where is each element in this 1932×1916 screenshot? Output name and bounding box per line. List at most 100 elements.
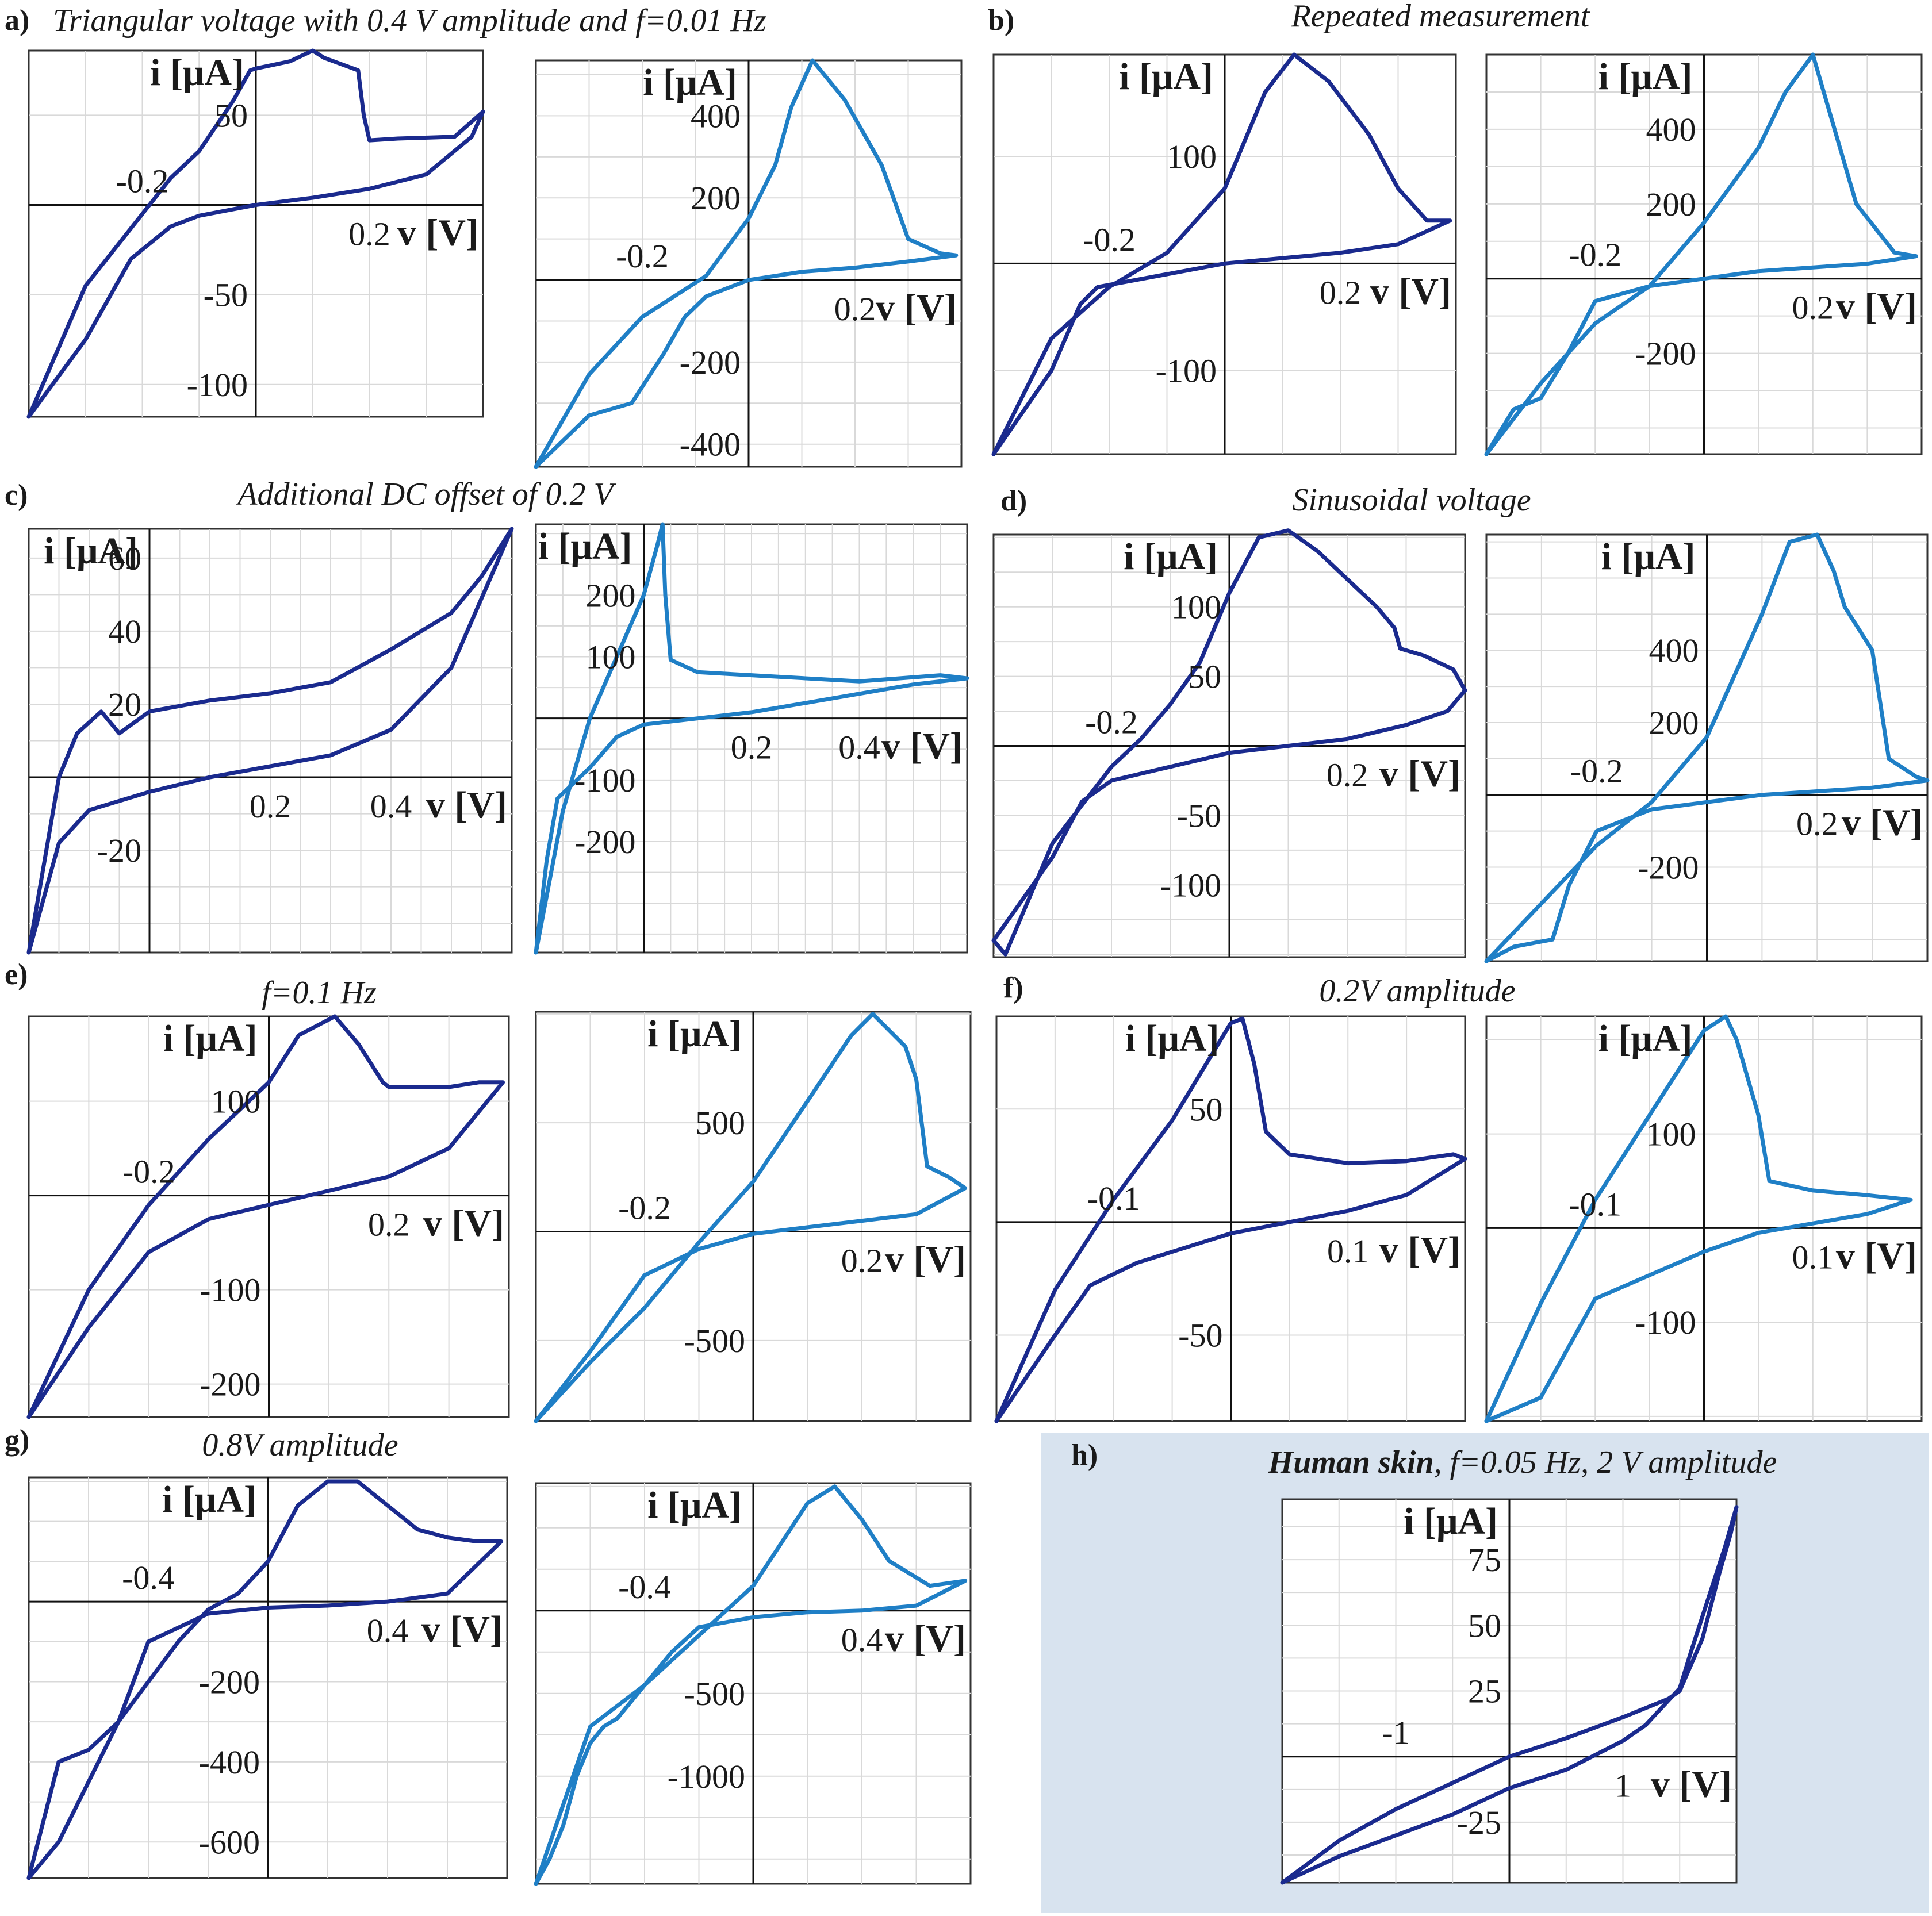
y-tick-label: 50 bbox=[1188, 658, 1221, 696]
panel-label-a: a) bbox=[5, 4, 29, 37]
iv-curve-trace bbox=[1280, 1505, 1739, 1885]
y-tick-label: 50 bbox=[214, 97, 248, 134]
iv-curve-trace bbox=[991, 528, 1467, 957]
y-tick-label: -100 bbox=[1635, 1304, 1696, 1341]
plot-f2: -0.1 0.1 100 -100 i [μA] v [V] bbox=[1484, 1014, 1923, 1423]
y-axis-label: i [μA] bbox=[162, 1479, 256, 1520]
x-tick-label: -0.1 bbox=[1569, 1185, 1621, 1223]
x-axis-label: v [V] bbox=[426, 784, 507, 826]
panel-title-g: 0.8V amplitude bbox=[202, 1427, 398, 1463]
y-tick-label: 100 bbox=[1646, 1116, 1696, 1153]
x-tick-label: 0.1 bbox=[1327, 1232, 1369, 1270]
y-tick-label: 50 bbox=[1468, 1607, 1501, 1644]
x-axis-label: v [V] bbox=[885, 1239, 966, 1281]
x-axis-label: v [V] bbox=[876, 287, 957, 329]
panel-titles: Triangular voltage with 0.4 V amplitude … bbox=[53, 0, 1777, 1480]
plot-c2: 0.2 0.4 200 100 -100 -200 i [μA] v [V] bbox=[534, 522, 969, 955]
plot-b1: -0.2 0.2 100 -100 i [μA] v [V] bbox=[991, 52, 1457, 456]
panel-label-f: f) bbox=[1003, 972, 1023, 1004]
y-tick-label: -200 bbox=[200, 1366, 260, 1403]
panel-label-g: g) bbox=[5, 1424, 29, 1457]
y-tick-label: -100 bbox=[200, 1272, 260, 1309]
y-axis-label: i [μA] bbox=[538, 525, 632, 567]
x-tick-label: -0.2 bbox=[122, 1153, 175, 1191]
panel-label-d: d) bbox=[1000, 485, 1027, 517]
x-axis-label: v [V] bbox=[881, 725, 963, 767]
panel-title-h: Human skin, f=0.05 Hz, 2 V amplitude bbox=[1268, 1445, 1777, 1480]
panel-label-b: b) bbox=[988, 4, 1014, 37]
x-tick-label: 0.2 bbox=[1796, 805, 1838, 843]
panel-title-c: Additional DC offset of 0.2 V bbox=[235, 477, 616, 512]
x-tick-label: -0.2 bbox=[616, 237, 669, 275]
y-axis-label: i [μA] bbox=[1404, 1500, 1498, 1542]
x-tick-label: -0.4 bbox=[618, 1568, 671, 1606]
y-tick-label: -500 bbox=[684, 1322, 745, 1360]
y-tick-label: -600 bbox=[199, 1823, 260, 1861]
panel-title-h-bold: Human skin bbox=[1268, 1445, 1434, 1480]
x-axis-label: v [V] bbox=[1836, 286, 1917, 328]
x-tick-label: 0.2 bbox=[1327, 757, 1368, 794]
panel-title-d: Sinusoidal voltage bbox=[1292, 482, 1531, 518]
iv-curve-trace bbox=[534, 58, 959, 469]
y-axis-label: i [μA] bbox=[1124, 536, 1218, 578]
y-axis-label: i [μA] bbox=[1601, 536, 1696, 578]
x-tick-label: 0.1 bbox=[1792, 1238, 1834, 1276]
iv-curve-trace bbox=[1484, 532, 1930, 963]
x-tick-label: 1 bbox=[1615, 1767, 1631, 1804]
panel-label-c: c) bbox=[5, 479, 28, 512]
x-axis-label: v [V] bbox=[885, 1618, 966, 1660]
x-axis-label: v [V] bbox=[1370, 270, 1451, 312]
x-axis-label: v [V] bbox=[423, 1203, 504, 1245]
x-tick-label: -0.2 bbox=[116, 163, 169, 200]
x-tick-label: 0.4 bbox=[370, 788, 412, 825]
y-axis-label: i [μA] bbox=[150, 52, 244, 94]
y-tick-label: -25 bbox=[1457, 1804, 1501, 1841]
x-tick-label: -0.2 bbox=[1569, 236, 1621, 274]
x-tick-label: -1 bbox=[1382, 1714, 1409, 1752]
panel-title-e: f=0.1 Hz bbox=[262, 975, 377, 1011]
y-tick-label: -200 bbox=[574, 823, 635, 861]
y-tick-label: 200 bbox=[1649, 704, 1699, 742]
panel-title-f: 0.2V amplitude bbox=[1319, 973, 1515, 1009]
y-tick-label: -400 bbox=[680, 426, 741, 463]
y-tick-label: 200 bbox=[691, 179, 741, 217]
y-tick-label: -20 bbox=[97, 832, 141, 869]
y-tick-label: 500 bbox=[695, 1104, 745, 1142]
y-axis-label: i [μA] bbox=[643, 62, 737, 103]
x-tick-label: -0.2 bbox=[1083, 221, 1136, 258]
x-tick-label: -0.4 bbox=[122, 1559, 175, 1596]
y-tick-label: 60 bbox=[108, 540, 141, 577]
x-tick-label: 0.2 bbox=[731, 729, 773, 766]
plot-d2: -0.2 0.2 400 200 -200 i [μA] v [V] bbox=[1484, 532, 1930, 963]
x-axis-label: v [V] bbox=[1842, 802, 1923, 844]
y-tick-label: 400 bbox=[691, 97, 741, 135]
y-tick-label: -50 bbox=[204, 277, 248, 314]
y-tick-label: 25 bbox=[1468, 1673, 1501, 1710]
panel-label-e: e) bbox=[5, 958, 28, 991]
y-axis-label: i [μA] bbox=[647, 1484, 742, 1526]
panel-labels: a) b) c) d) e) f) g) h) bbox=[5, 4, 1098, 1472]
plot-b2: -0.2 0.2 400 200 -200 i [μA] v [V] bbox=[1484, 52, 1923, 456]
plot-e2: -0.2 0.2 500 -500 i [μA] v [V] bbox=[534, 1011, 972, 1423]
y-tick-label: -200 bbox=[1638, 849, 1699, 886]
y-tick-label: -100 bbox=[187, 366, 248, 404]
x-tick-label: 0.2 bbox=[834, 290, 876, 328]
iv-curve-trace bbox=[26, 1479, 504, 1880]
y-tick-label: -200 bbox=[680, 344, 741, 381]
iv-curve-trace bbox=[26, 1014, 505, 1419]
y-tick-label: -100 bbox=[574, 762, 635, 799]
panel-title-a: Triangular voltage with 0.4 V amplitude … bbox=[53, 3, 766, 39]
y-tick-label: 200 bbox=[1646, 186, 1696, 223]
x-tick-label: 0.2 bbox=[368, 1206, 410, 1243]
y-axis-label: i [μA] bbox=[1598, 1017, 1693, 1059]
iv-curve-trace bbox=[26, 527, 514, 955]
plot-e1: -0.2 0.2 100 -100 -200 i [μA] v [V] bbox=[26, 1014, 510, 1419]
y-tick-label: 200 bbox=[586, 577, 636, 614]
plot-d1: -0.2 0.2 100 50 -50 -100 i [μA] v [V] bbox=[991, 528, 1467, 958]
x-axis-label: v [V] bbox=[421, 1608, 503, 1650]
plot-c1: 0.2 0.4 60 40 20 -20 i [μA] v [V] bbox=[26, 527, 514, 955]
y-tick-label: -200 bbox=[199, 1663, 260, 1700]
x-tick-label: 0.2 bbox=[348, 216, 390, 253]
